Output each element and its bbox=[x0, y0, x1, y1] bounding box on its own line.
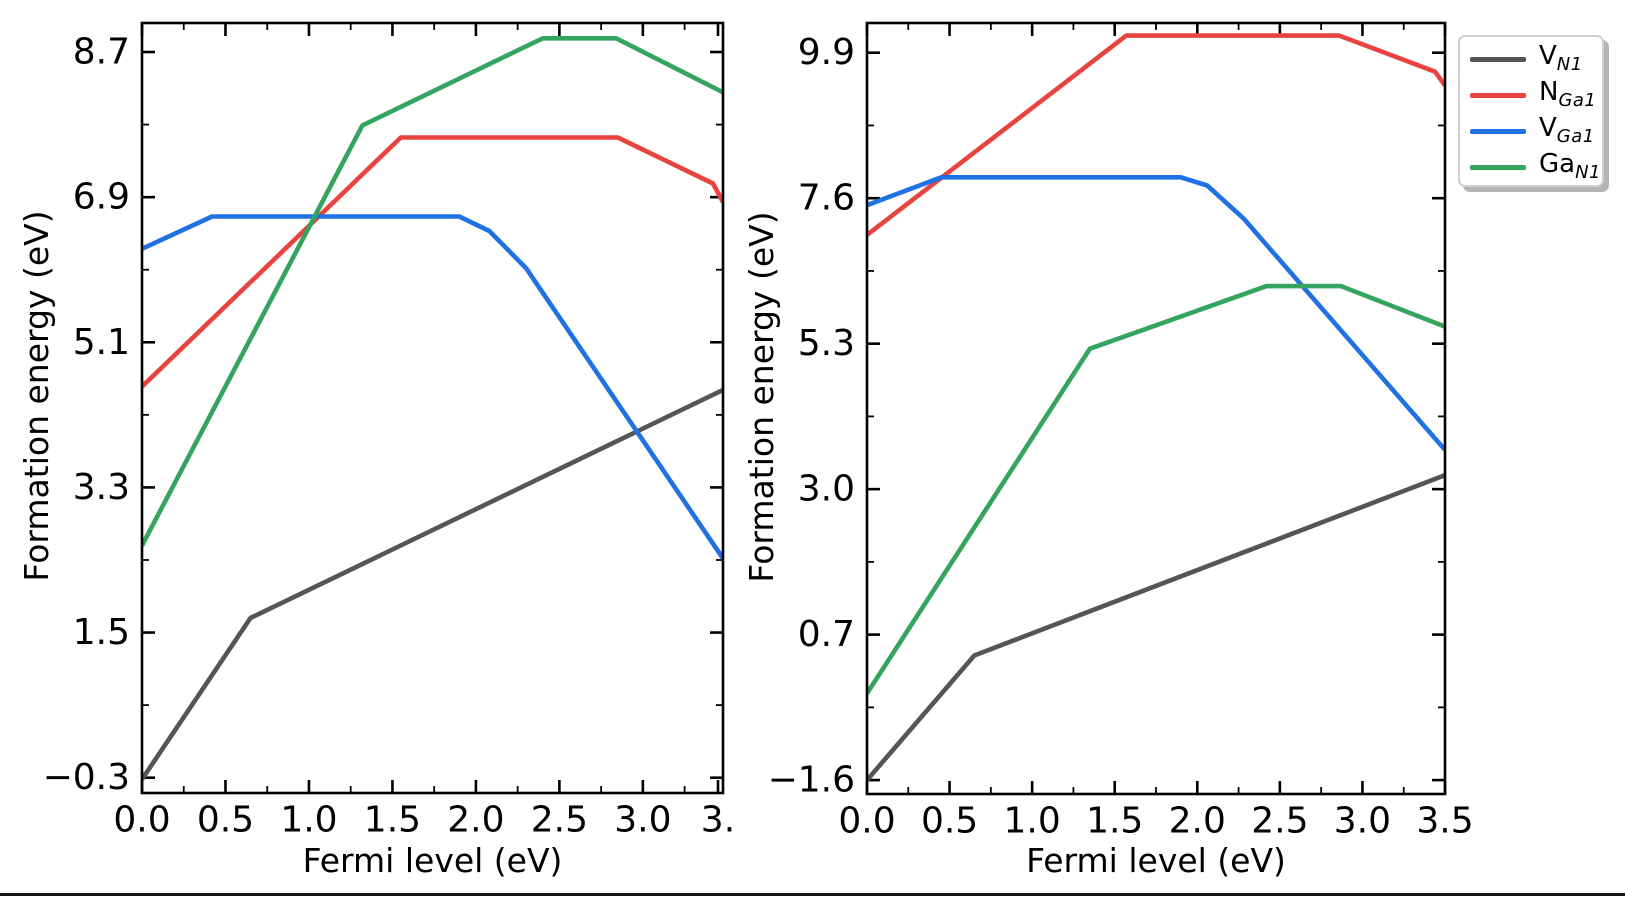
left-xaxis-title: Fermi level (eV) bbox=[302, 841, 563, 880]
x-tick-label: 3.0 bbox=[1334, 801, 1391, 842]
series-v_ga1-right bbox=[867, 175, 1445, 452]
x-tick-label: 3.0 bbox=[614, 800, 671, 841]
legend-label: VGa1 bbox=[1539, 113, 1595, 148]
y-tick-label: −0.3 bbox=[43, 757, 130, 798]
legend-entry: VGa1 bbox=[1460, 113, 1602, 149]
x-tick-label: 3.5 bbox=[1416, 801, 1473, 842]
series-ga_n1-left bbox=[142, 36, 723, 547]
left-yaxis-title: Formation energy (eV) bbox=[17, 210, 56, 582]
y-tick-label: 0.7 bbox=[798, 614, 855, 655]
bottom-rule bbox=[0, 893, 1625, 896]
y-tick-label: 7.6 bbox=[798, 178, 855, 219]
right-axes-spines bbox=[865, 21, 1447, 796]
legend: VN1 NGa1 VGa1 GaN1 bbox=[1458, 35, 1604, 187]
x-tick-label: 2.5 bbox=[1251, 801, 1308, 842]
x-tick-label: 1.0 bbox=[280, 800, 337, 841]
legend-entry: VN1 bbox=[1460, 41, 1602, 77]
x-tick-label: 1.5 bbox=[1086, 801, 1143, 842]
right-panel-axes: 0.0 0.5 1.0 1.5 2.0 2.5 3.0 3.5 −1.6 0.7 3.0 5.3 7.6… bbox=[768, 21, 1474, 842]
legend-line-swatch bbox=[1470, 128, 1526, 134]
x-tick-label: 2.0 bbox=[447, 800, 504, 841]
x-tick-label: 2.5 bbox=[531, 800, 588, 841]
legend-entry: GaN1 bbox=[1460, 149, 1602, 185]
y-tick-label: 5.1 bbox=[73, 322, 130, 363]
left-axes-spines bbox=[140, 21, 725, 795]
y-tick-label: 6.9 bbox=[73, 177, 130, 218]
left-series-group bbox=[142, 36, 723, 781]
legend-line-swatch bbox=[1470, 56, 1526, 62]
x-tick-label: 1.0 bbox=[1004, 801, 1061, 842]
x-tick-label: 1.5 bbox=[364, 800, 421, 841]
series-n_ga1-left bbox=[142, 135, 723, 389]
right-yaxis-title: Formation energy (eV) bbox=[742, 210, 781, 583]
right-xaxis-title: Fermi level (eV) bbox=[1026, 841, 1286, 880]
y-tick-label: 8.7 bbox=[73, 32, 130, 73]
y-tick-label: −1.6 bbox=[768, 760, 855, 801]
y-tick-label: 5.3 bbox=[798, 323, 855, 364]
x-tick-label: 3. bbox=[701, 800, 735, 841]
y-tick-label: 1.5 bbox=[73, 612, 130, 653]
series-v_ga1-left bbox=[142, 214, 723, 560]
series-v_n1-right bbox=[867, 473, 1445, 782]
series-v_n1-left bbox=[142, 387, 723, 781]
series-n_ga1-right bbox=[867, 33, 1445, 237]
series-ga_n1-right bbox=[867, 283, 1445, 695]
x-tick-label: 2.0 bbox=[1169, 801, 1226, 842]
legend-label: VN1 bbox=[1539, 41, 1583, 76]
x-tick-label: 0.0 bbox=[113, 800, 170, 841]
x-tick-label: 0.5 bbox=[921, 801, 978, 842]
legend-line-swatch bbox=[1470, 92, 1526, 98]
x-tick-label: 0.0 bbox=[838, 801, 895, 842]
right-series-group bbox=[867, 33, 1445, 782]
left-panel-axes: 0.0 0.5 1.0 1.5 2.0 2.5 3.0 3. −0.3 1.5 3.3 5.1 6.9 8… bbox=[43, 21, 735, 841]
y-tick-label: 3.0 bbox=[798, 469, 855, 510]
legend-label: NGa1 bbox=[1539, 77, 1597, 112]
x-tick-label: 0.5 bbox=[197, 800, 254, 841]
y-tick-label: 9.9 bbox=[798, 32, 855, 73]
legend-label: GaN1 bbox=[1539, 149, 1602, 184]
legend-line-swatch bbox=[1470, 164, 1526, 170]
legend-entry: NGa1 bbox=[1460, 77, 1602, 113]
y-tick-label: 3.3 bbox=[73, 467, 130, 508]
